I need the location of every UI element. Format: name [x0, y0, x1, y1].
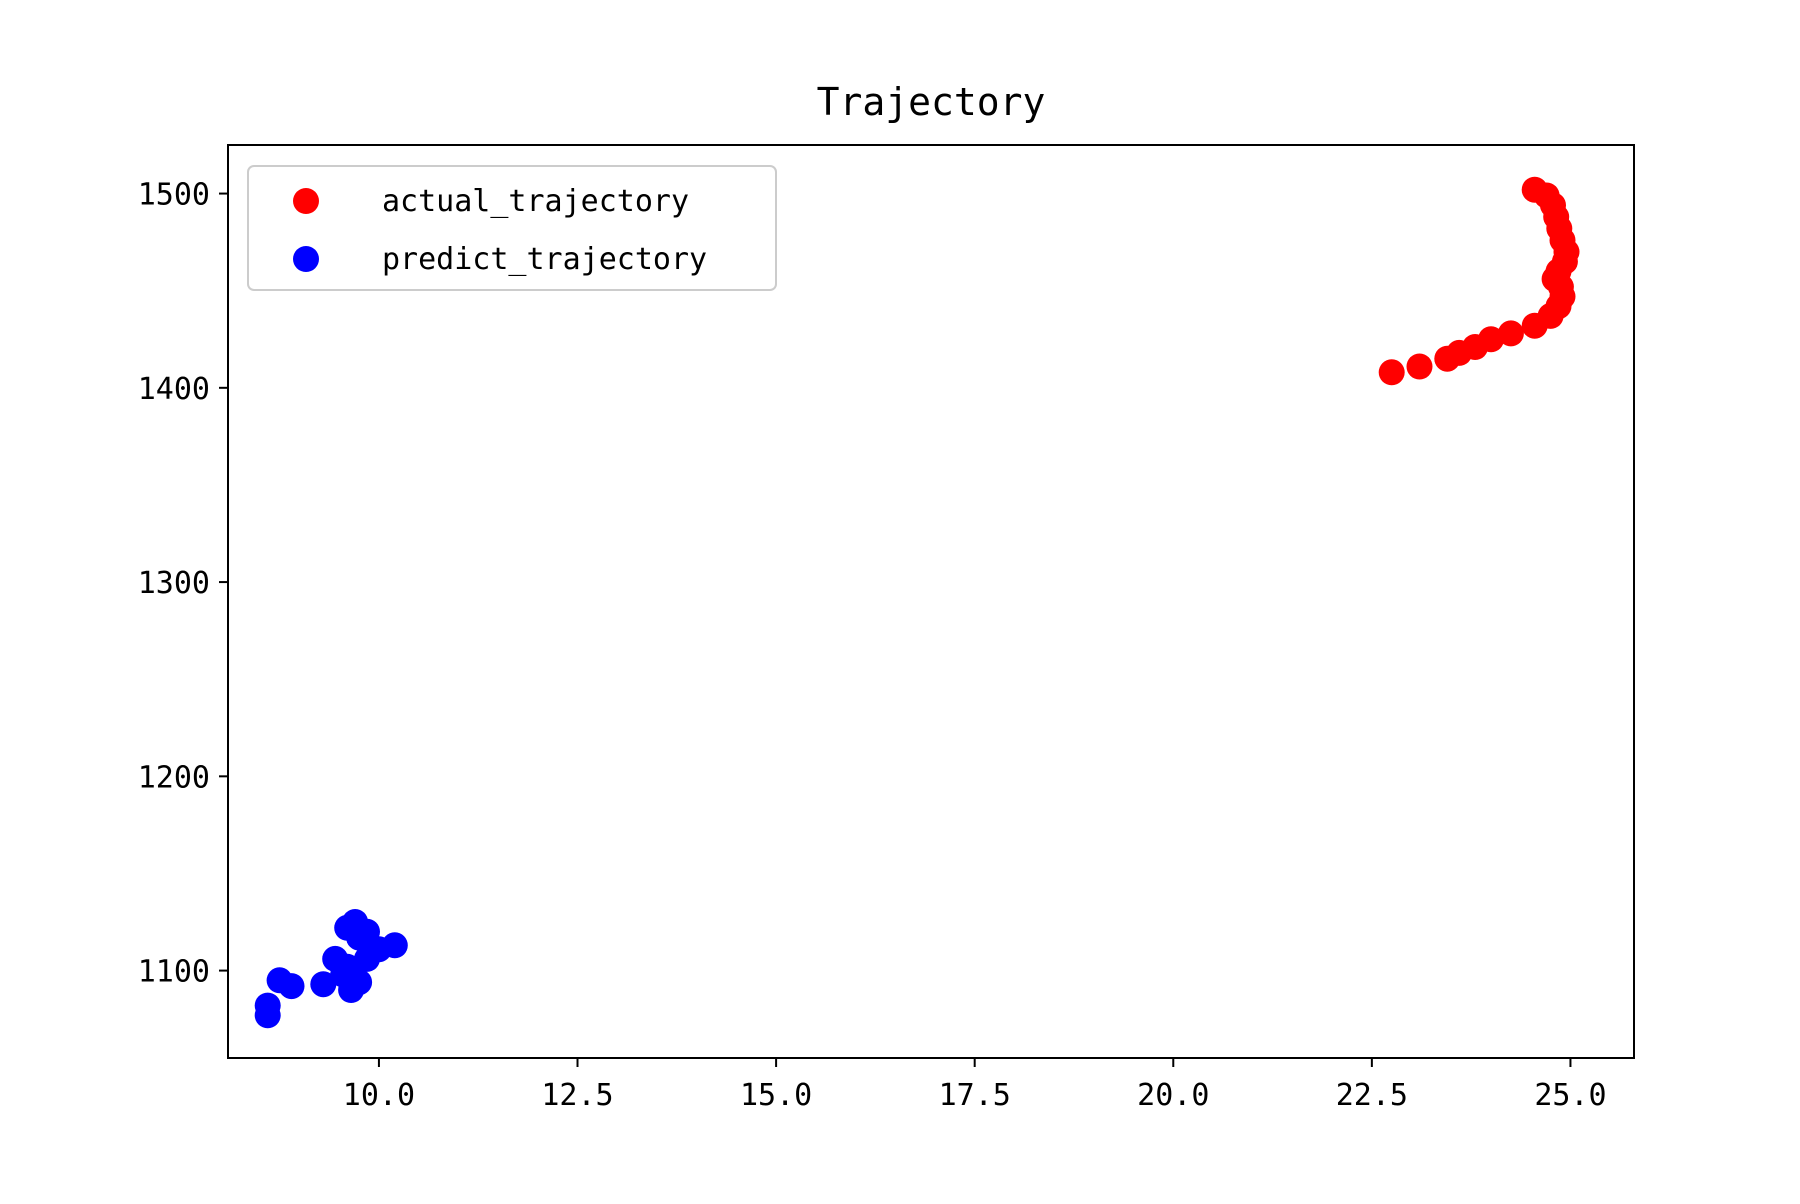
y-tick-label: 1300 — [138, 566, 210, 601]
y-axis: 1100 1200 1300 1400 1500 — [138, 178, 228, 990]
x-tick-label: 25.0 — [1534, 1078, 1606, 1113]
y-tick-label: 1400 — [138, 372, 210, 407]
legend: actual_trajectory predict_trajectory — [247, 165, 777, 291]
point-predict-trajectory-16 — [254, 1002, 281, 1029]
x-tick-label: 20.0 — [1137, 1078, 1209, 1113]
legend-label-predict-trajectory: predict_trajectory — [382, 242, 707, 277]
x-tick-label: 22.5 — [1336, 1078, 1408, 1113]
x-tick-label: 12.5 — [541, 1078, 613, 1113]
point-actual-trajectory-19 — [1434, 345, 1461, 372]
x-axis: 10.0 12.5 15.0 17.5 20.0 22.5 25.0 — [343, 1058, 1607, 1113]
y-tick-label: 1200 — [138, 760, 210, 795]
legend-box — [247, 165, 777, 291]
point-predict-trajectory-12 — [310, 971, 337, 998]
series-predict-trajectory — [254, 909, 408, 1029]
point-actual-trajectory-20 — [1406, 353, 1433, 380]
point-predict-trajectory-3 — [346, 924, 373, 951]
x-tick-label: 17.5 — [939, 1078, 1011, 1113]
plot-area-frame — [227, 144, 1635, 1059]
y-tick-label: 1500 — [138, 178, 210, 213]
points-layer — [254, 176, 1580, 1029]
legend-label-actual-trajectory: actual_trajectory — [382, 184, 689, 219]
chart-title: Trajectory — [817, 80, 1046, 124]
point-actual-trajectory-15 — [1497, 320, 1524, 347]
series-actual-trajectory — [1378, 176, 1580, 386]
x-tick-label: 15.0 — [740, 1078, 812, 1113]
legend-marker-predict-trajectory — [293, 246, 319, 272]
point-predict-trajectory-13 — [278, 973, 305, 1000]
point-actual-trajectory-21 — [1378, 359, 1405, 386]
legend-marker-actual-trajectory — [293, 188, 319, 214]
point-predict-trajectory-14 — [338, 977, 365, 1003]
y-tick-label: 1100 — [138, 955, 210, 990]
x-tick-label: 10.0 — [343, 1078, 415, 1113]
point-predict-trajectory-6 — [354, 945, 380, 972]
point-actual-trajectory-14 — [1521, 312, 1548, 339]
